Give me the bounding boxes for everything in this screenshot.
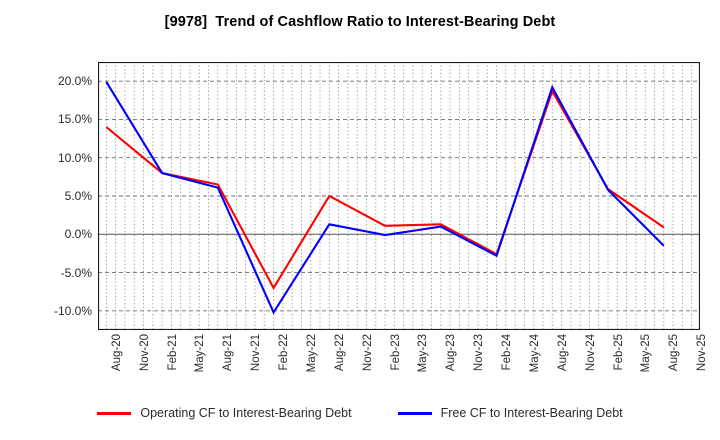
y-axis-tick-label: -10.0% bbox=[53, 303, 92, 318]
x-axis-tick-label: Nov-25 bbox=[696, 334, 709, 372]
x-axis-tick-label: Aug-22 bbox=[333, 334, 346, 372]
x-axis-tick-label: Feb-22 bbox=[278, 334, 291, 371]
horizontal-gridlines bbox=[98, 80, 700, 312]
x-axis-tick-label: Feb-23 bbox=[389, 334, 402, 371]
page-title: [9978] Trend of Cashflow Ratio to Intere… bbox=[164, 14, 556, 30]
legend-label: Operating CF to Interest-Bearing Debt bbox=[140, 406, 352, 420]
x-axis-tick-label: May-23 bbox=[417, 334, 430, 373]
legend-item[interactable]: Free CF to Interest-Bearing Debt bbox=[397, 406, 623, 420]
x-axis-tick-label: Nov-21 bbox=[250, 334, 263, 372]
x-axis-tick-label: Aug-20 bbox=[110, 334, 123, 372]
series-line-1 bbox=[105, 88, 665, 291]
x-axis-tick-label: Nov-23 bbox=[473, 334, 486, 372]
x-axis-tick-label: May-22 bbox=[305, 334, 318, 373]
x-axis-tick-label: Nov-20 bbox=[138, 334, 151, 372]
x-axis-tick-label: Aug-23 bbox=[445, 334, 458, 372]
line-chart-svg bbox=[98, 62, 700, 330]
x-axis-tick-label: Aug-21 bbox=[222, 334, 235, 372]
x-axis-tick-label: Aug-24 bbox=[556, 334, 569, 372]
plot-frame bbox=[98, 62, 700, 330]
x-axis-tick-labels: Aug-20 Nov-20 Feb-21 May-21 Aug-21 Nov-21 Feb-… bbox=[98, 334, 708, 404]
x-axis-tick-label: Feb-25 bbox=[612, 334, 625, 371]
x-axis-tick-label: Feb-21 bbox=[166, 334, 179, 371]
y-axis-tick-label: 0.0% bbox=[64, 227, 92, 242]
y-axis-tick-label: -5.0% bbox=[60, 265, 92, 280]
x-axis-tick-label: Nov-22 bbox=[361, 334, 374, 372]
x-axis-tick-label: May-24 bbox=[528, 334, 541, 373]
y-axis-tick-label: 5.0% bbox=[64, 189, 92, 203]
y-axis-tick-labels: 20.0% 15.0% 10.0% 5.0% 0.0% -5.0% -10.0% bbox=[24, 62, 92, 330]
plot-area bbox=[98, 62, 700, 330]
line-swatch-icon bbox=[97, 411, 132, 415]
x-axis-tick-label: Aug-25 bbox=[668, 334, 681, 372]
x-axis-tick-label: May-25 bbox=[640, 334, 653, 373]
x-axis-tick-label: Nov-24 bbox=[584, 334, 597, 372]
x-axis-tick-label: May-21 bbox=[194, 334, 207, 373]
legend-label: Free CF to Interest-Bearing Debt bbox=[440, 406, 623, 420]
series-line-2 bbox=[105, 81, 665, 315]
chart-legend: Operating CF to Interest-Bearing Debt Fre… bbox=[0, 406, 720, 420]
line-swatch-icon bbox=[397, 411, 432, 415]
y-axis-tick-label: 15.0% bbox=[57, 112, 92, 127]
y-axis-tick-label: 20.0% bbox=[57, 74, 92, 89]
legend-item[interactable]: Operating CF to Interest-Bearing Debt bbox=[97, 406, 352, 420]
x-axis-tick-label: Feb-24 bbox=[501, 334, 514, 371]
y-axis-tick-label: 10.0% bbox=[57, 150, 92, 165]
